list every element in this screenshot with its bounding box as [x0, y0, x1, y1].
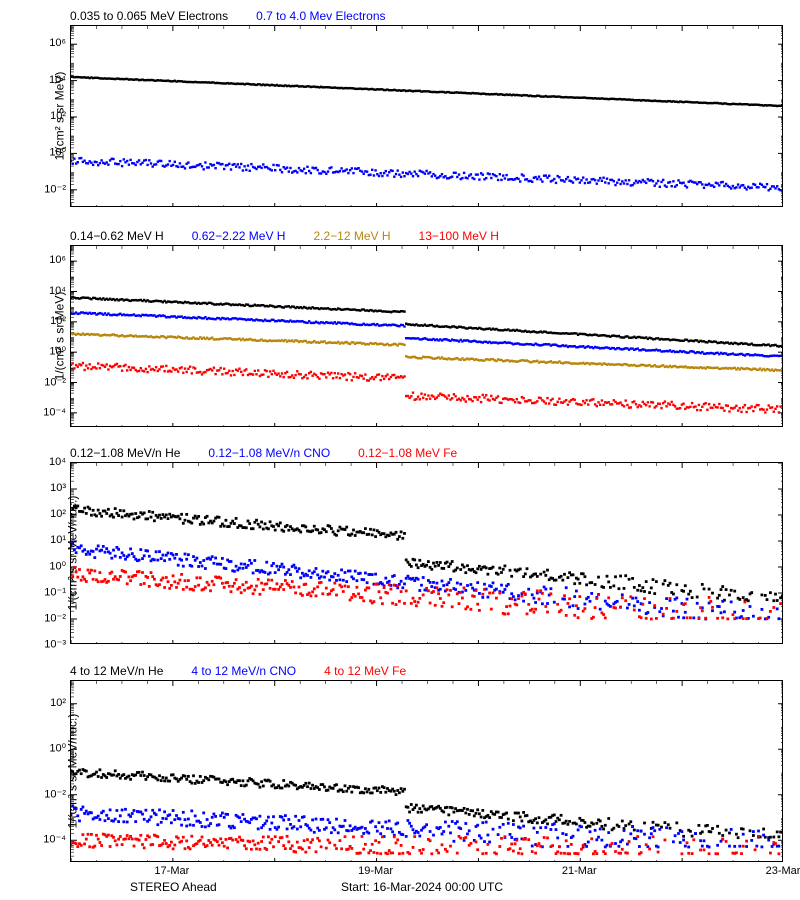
panel-3-plot-area [70, 680, 783, 862]
panel-2-ytick-0: 10⁻³ [44, 638, 70, 651]
panel-2-ytick-6: 10³ [50, 482, 70, 494]
panel-2-ytick-2: 10⁻¹ [44, 586, 70, 599]
panel-2-ytick-1: 10⁻² [44, 612, 70, 625]
panel-1-ylabel: 1/(cm² s sr MeV) [52, 292, 66, 381]
panel-0-legend-item-0: 0.035 to 0.065 MeV Electrons [70, 9, 228, 23]
panel-3-legend-item-1: 4 to 12 MeV/n CNO [191, 664, 296, 678]
panel-0: 0.035 to 0.065 MeV Electrons0.7 to 4.0 M… [70, 25, 783, 207]
panel-0-ytick-3: 10⁴ [49, 74, 70, 86]
panel-2-legend-item-2: 0.12−1.08 MeV Fe [358, 446, 457, 460]
panel-1-svg [71, 246, 783, 427]
panel-1-ytick-2: 10⁰ [49, 345, 70, 358]
panel-3-ytick-2: 10⁰ [49, 742, 70, 755]
panel-2: 0.12−1.08 MeV/n He0.12−1.08 MeV/n CNO0.1… [70, 462, 783, 644]
panel-1-legend-item-3: 13−100 MeV H [419, 229, 499, 243]
panel-0-ytick-1: 10⁰ [49, 146, 70, 159]
panel-3-legend-item-2: 4 to 12 MeV Fe [324, 664, 406, 678]
panel-1-plot-area [70, 245, 783, 427]
footer-mission-label: STEREO Ahead [130, 880, 217, 894]
panel-1-legend: 0.14−0.62 MeV H 0.62−2.22 MeV H 2.2−12 MeV… [70, 229, 527, 245]
footer-start-time: Start: 16-Mar-2024 00:00 UTC [341, 880, 503, 894]
panel-2-ytick-4: 10¹ [50, 534, 70, 546]
panel-1-ytick-0: 10⁻⁴ [43, 405, 70, 418]
panel-0-legend: 0.035 to 0.065 MeV Electrons 0.7 to 4.0 M… [70, 9, 414, 25]
panel-1-ytick-5: 10⁶ [49, 254, 70, 266]
panel-1-ytick-3: 10² [50, 315, 70, 327]
panel-0-ytick-4: 10⁶ [49, 37, 70, 49]
panel-1-ytick-1: 10⁻² [44, 375, 70, 388]
panel-3-legend-item-0: 4 to 12 MeV/n He [70, 664, 163, 678]
panel-2-legend: 0.12−1.08 MeV/n He 0.12−1.08 MeV/n CNO 0.1… [70, 446, 485, 462]
xtick-label-1: 19-Mar [358, 862, 393, 877]
panel-1: 0.14−0.62 MeV H0.62−2.22 MeV H2.2−12 MeV… [70, 245, 783, 427]
panel-2-plot-area [70, 462, 783, 644]
panel-3-legend: 4 to 12 MeV/n He 4 to 12 MeV/n CNO 4 to 12… [70, 664, 434, 680]
xtick-label-2: 21-Mar [562, 862, 597, 877]
panel-2-svg [71, 463, 783, 644]
panel-2-ytick-7: 10⁴ [49, 456, 70, 468]
panel-2-ytick-3: 10⁰ [49, 560, 70, 573]
xtick-label-3: 23-Mar [766, 862, 800, 877]
panel-0-ytick-0: 10⁻² [44, 182, 70, 195]
panel-2-legend-item-1: 0.12−1.08 MeV/n CNO [208, 446, 330, 460]
panel-3-ytick-1: 10⁻² [44, 787, 70, 800]
panel-0-svg [71, 26, 783, 207]
panel-2-ytick-5: 10² [50, 508, 70, 520]
panel-0-ytick-2: 10² [50, 110, 70, 122]
stereo-flux-figure: 0.035 to 0.065 MeV Electrons 0.7 to 4.0 M… [0, 0, 800, 900]
panel-1-ytick-4: 10⁴ [49, 285, 70, 297]
panel-2-legend-item-0: 0.12−1.08 MeV/n He [70, 446, 180, 460]
panel-0-plot-area [70, 25, 783, 207]
xtick-label-0: 17-Mar [154, 862, 189, 877]
panel-1-legend-item-1: 0.62−2.22 MeV H [192, 229, 286, 243]
panel-1-legend-item-2: 2.2−12 MeV H [313, 229, 390, 243]
panel-3-ytick-0: 10⁻⁴ [43, 833, 70, 846]
panel-3-ytick-3: 10² [50, 697, 70, 709]
panel-0-legend-item-1: 0.7 to 4.0 Mev Electrons [256, 9, 385, 23]
panel-1-legend-item-0: 0.14−0.62 MeV H [70, 229, 164, 243]
panel-3-svg [71, 681, 783, 862]
panel-3: 4 to 12 MeV/n He4 to 12 MeV/n CNO4 to 12… [70, 680, 783, 862]
